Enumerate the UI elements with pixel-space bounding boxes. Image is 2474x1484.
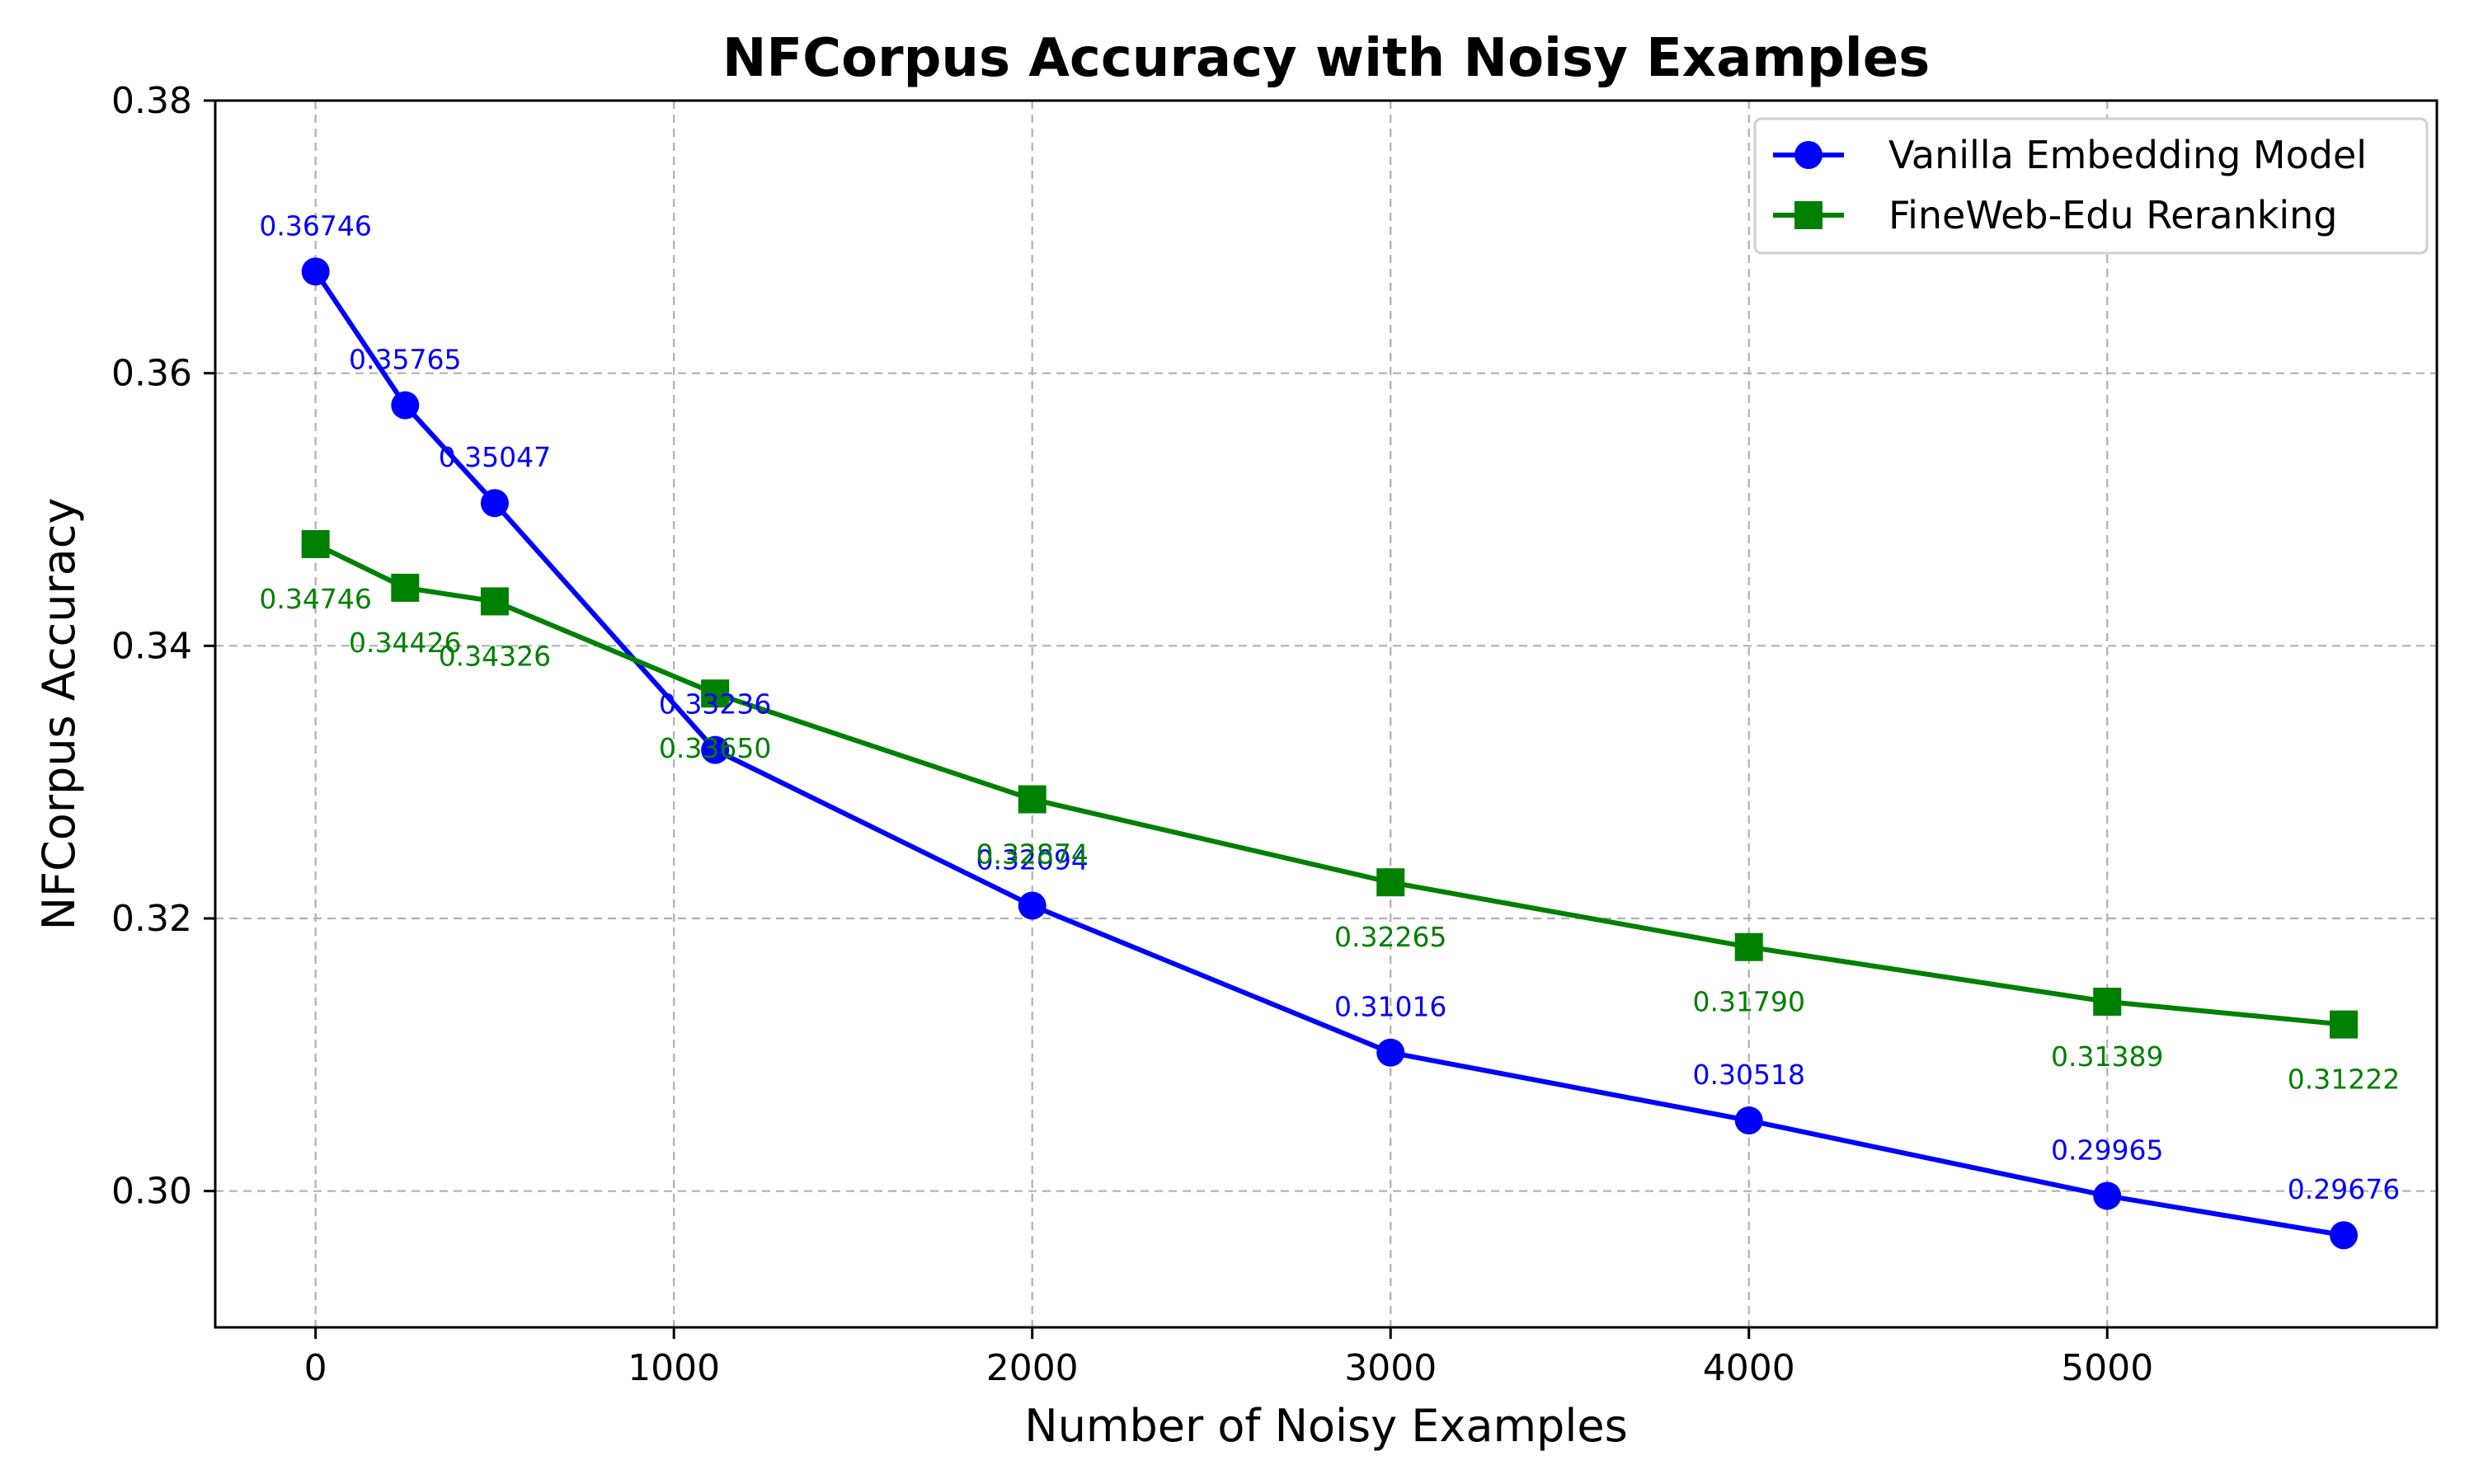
fineweb-data-point bbox=[2330, 1010, 2359, 1039]
vanilla-data-point bbox=[701, 735, 730, 764]
y-tick-label: 0.32 bbox=[111, 898, 192, 940]
fineweb-series-line bbox=[313, 541, 2347, 1027]
vanilla-data-point bbox=[1376, 1038, 1405, 1067]
data-label-layer: 0.36746 0.35765 0.35047 0.33236 0.32094 0.310… bbox=[259, 209, 2400, 1205]
vanilla-data-label: 0.35765 bbox=[349, 344, 461, 376]
fineweb-data-label: 0.31222 bbox=[2288, 1064, 2400, 1096]
x-tick-label: 1000 bbox=[628, 1347, 720, 1389]
fineweb-data-point bbox=[301, 529, 330, 558]
vanilla-data-label: 0.29676 bbox=[2288, 1173, 2400, 1205]
y-axis-label: NFCorpus Accuracy bbox=[33, 498, 85, 931]
fineweb-data-label: 0.33650 bbox=[659, 732, 771, 764]
fineweb-data-point bbox=[1376, 868, 1405, 897]
x-tick-label: 0 bbox=[304, 1347, 327, 1389]
y-tick-label: 0.38 bbox=[111, 80, 192, 122]
x-axis-label: Number of Noisy Examples bbox=[1024, 1400, 1627, 1452]
vanilla-data-point bbox=[1018, 891, 1047, 920]
vanilla-data-label: 0.33236 bbox=[659, 688, 771, 721]
fineweb-data-point bbox=[1018, 785, 1047, 814]
vanilla-data-point bbox=[480, 489, 509, 518]
fineweb-data-label: 0.34746 bbox=[259, 583, 371, 615]
vanilla-data-point bbox=[391, 391, 420, 420]
vanilla-data-point bbox=[2093, 1181, 2122, 1210]
legend: Vanilla Embedding Model FineWeb-Edu Reran… bbox=[1753, 117, 2429, 255]
vanilla-data-label: 0.29965 bbox=[2051, 1134, 2163, 1166]
vanilla-data-label: 0.30518 bbox=[1692, 1059, 1804, 1091]
vanilla-data-point bbox=[301, 257, 330, 286]
vanilla-data-label: 0.35047 bbox=[439, 441, 551, 473]
fineweb-legend-marker bbox=[1794, 201, 1823, 229]
fineweb-data-point bbox=[1734, 932, 1763, 961]
x-tick-label: 4000 bbox=[1703, 1347, 1795, 1389]
fineweb-data-label: 0.34426 bbox=[349, 627, 461, 659]
x-tick-label: 5000 bbox=[2061, 1347, 2153, 1389]
tick-layer: 0 1000 2000 3000 4000 5000 0.30 0.32 0.34 0.36 0.3… bbox=[111, 80, 2153, 1389]
vanilla-data-point bbox=[1734, 1106, 1763, 1135]
fineweb-legend-label: FineWeb-Edu Reranking bbox=[1888, 193, 2338, 237]
chart-title: NFCorpus Accuracy with Noisy Examples bbox=[722, 28, 1930, 89]
fineweb-data-point bbox=[480, 587, 509, 616]
x-tick-label: 3000 bbox=[1344, 1347, 1437, 1389]
y-tick-label: 0.34 bbox=[111, 625, 192, 667]
fineweb-data-point bbox=[701, 679, 730, 708]
vanilla-data-point bbox=[2330, 1221, 2359, 1250]
x-tick-label: 2000 bbox=[986, 1347, 1079, 1389]
fineweb-data-point bbox=[391, 573, 420, 602]
fineweb-data-label: 0.31790 bbox=[1692, 986, 1804, 1018]
vanilla-data-label: 0.32094 bbox=[976, 843, 1088, 876]
y-tick-label: 0.30 bbox=[111, 1171, 192, 1213]
vanilla-data-label: 0.31016 bbox=[1334, 991, 1446, 1023]
fineweb-data-label: 0.31389 bbox=[2051, 1040, 2163, 1073]
vanilla-series-line bbox=[313, 269, 2347, 1238]
fineweb-data-label: 0.34326 bbox=[439, 640, 551, 672]
y-tick-label: 0.36 bbox=[111, 353, 192, 395]
fineweb-data-point bbox=[2093, 988, 2122, 1017]
vanilla-legend-label: Vanilla Embedding Model bbox=[1888, 133, 2367, 177]
fineweb-data-label: 0.32265 bbox=[1334, 921, 1446, 953]
legend-box bbox=[1753, 117, 2429, 255]
plot-frame bbox=[214, 99, 2439, 1329]
vanilla-data-label: 0.36746 bbox=[259, 209, 371, 242]
vanilla-legend-marker bbox=[1794, 141, 1823, 169]
fineweb-data-label: 0.32874 bbox=[976, 838, 1088, 870]
series-layer bbox=[301, 257, 2359, 1250]
